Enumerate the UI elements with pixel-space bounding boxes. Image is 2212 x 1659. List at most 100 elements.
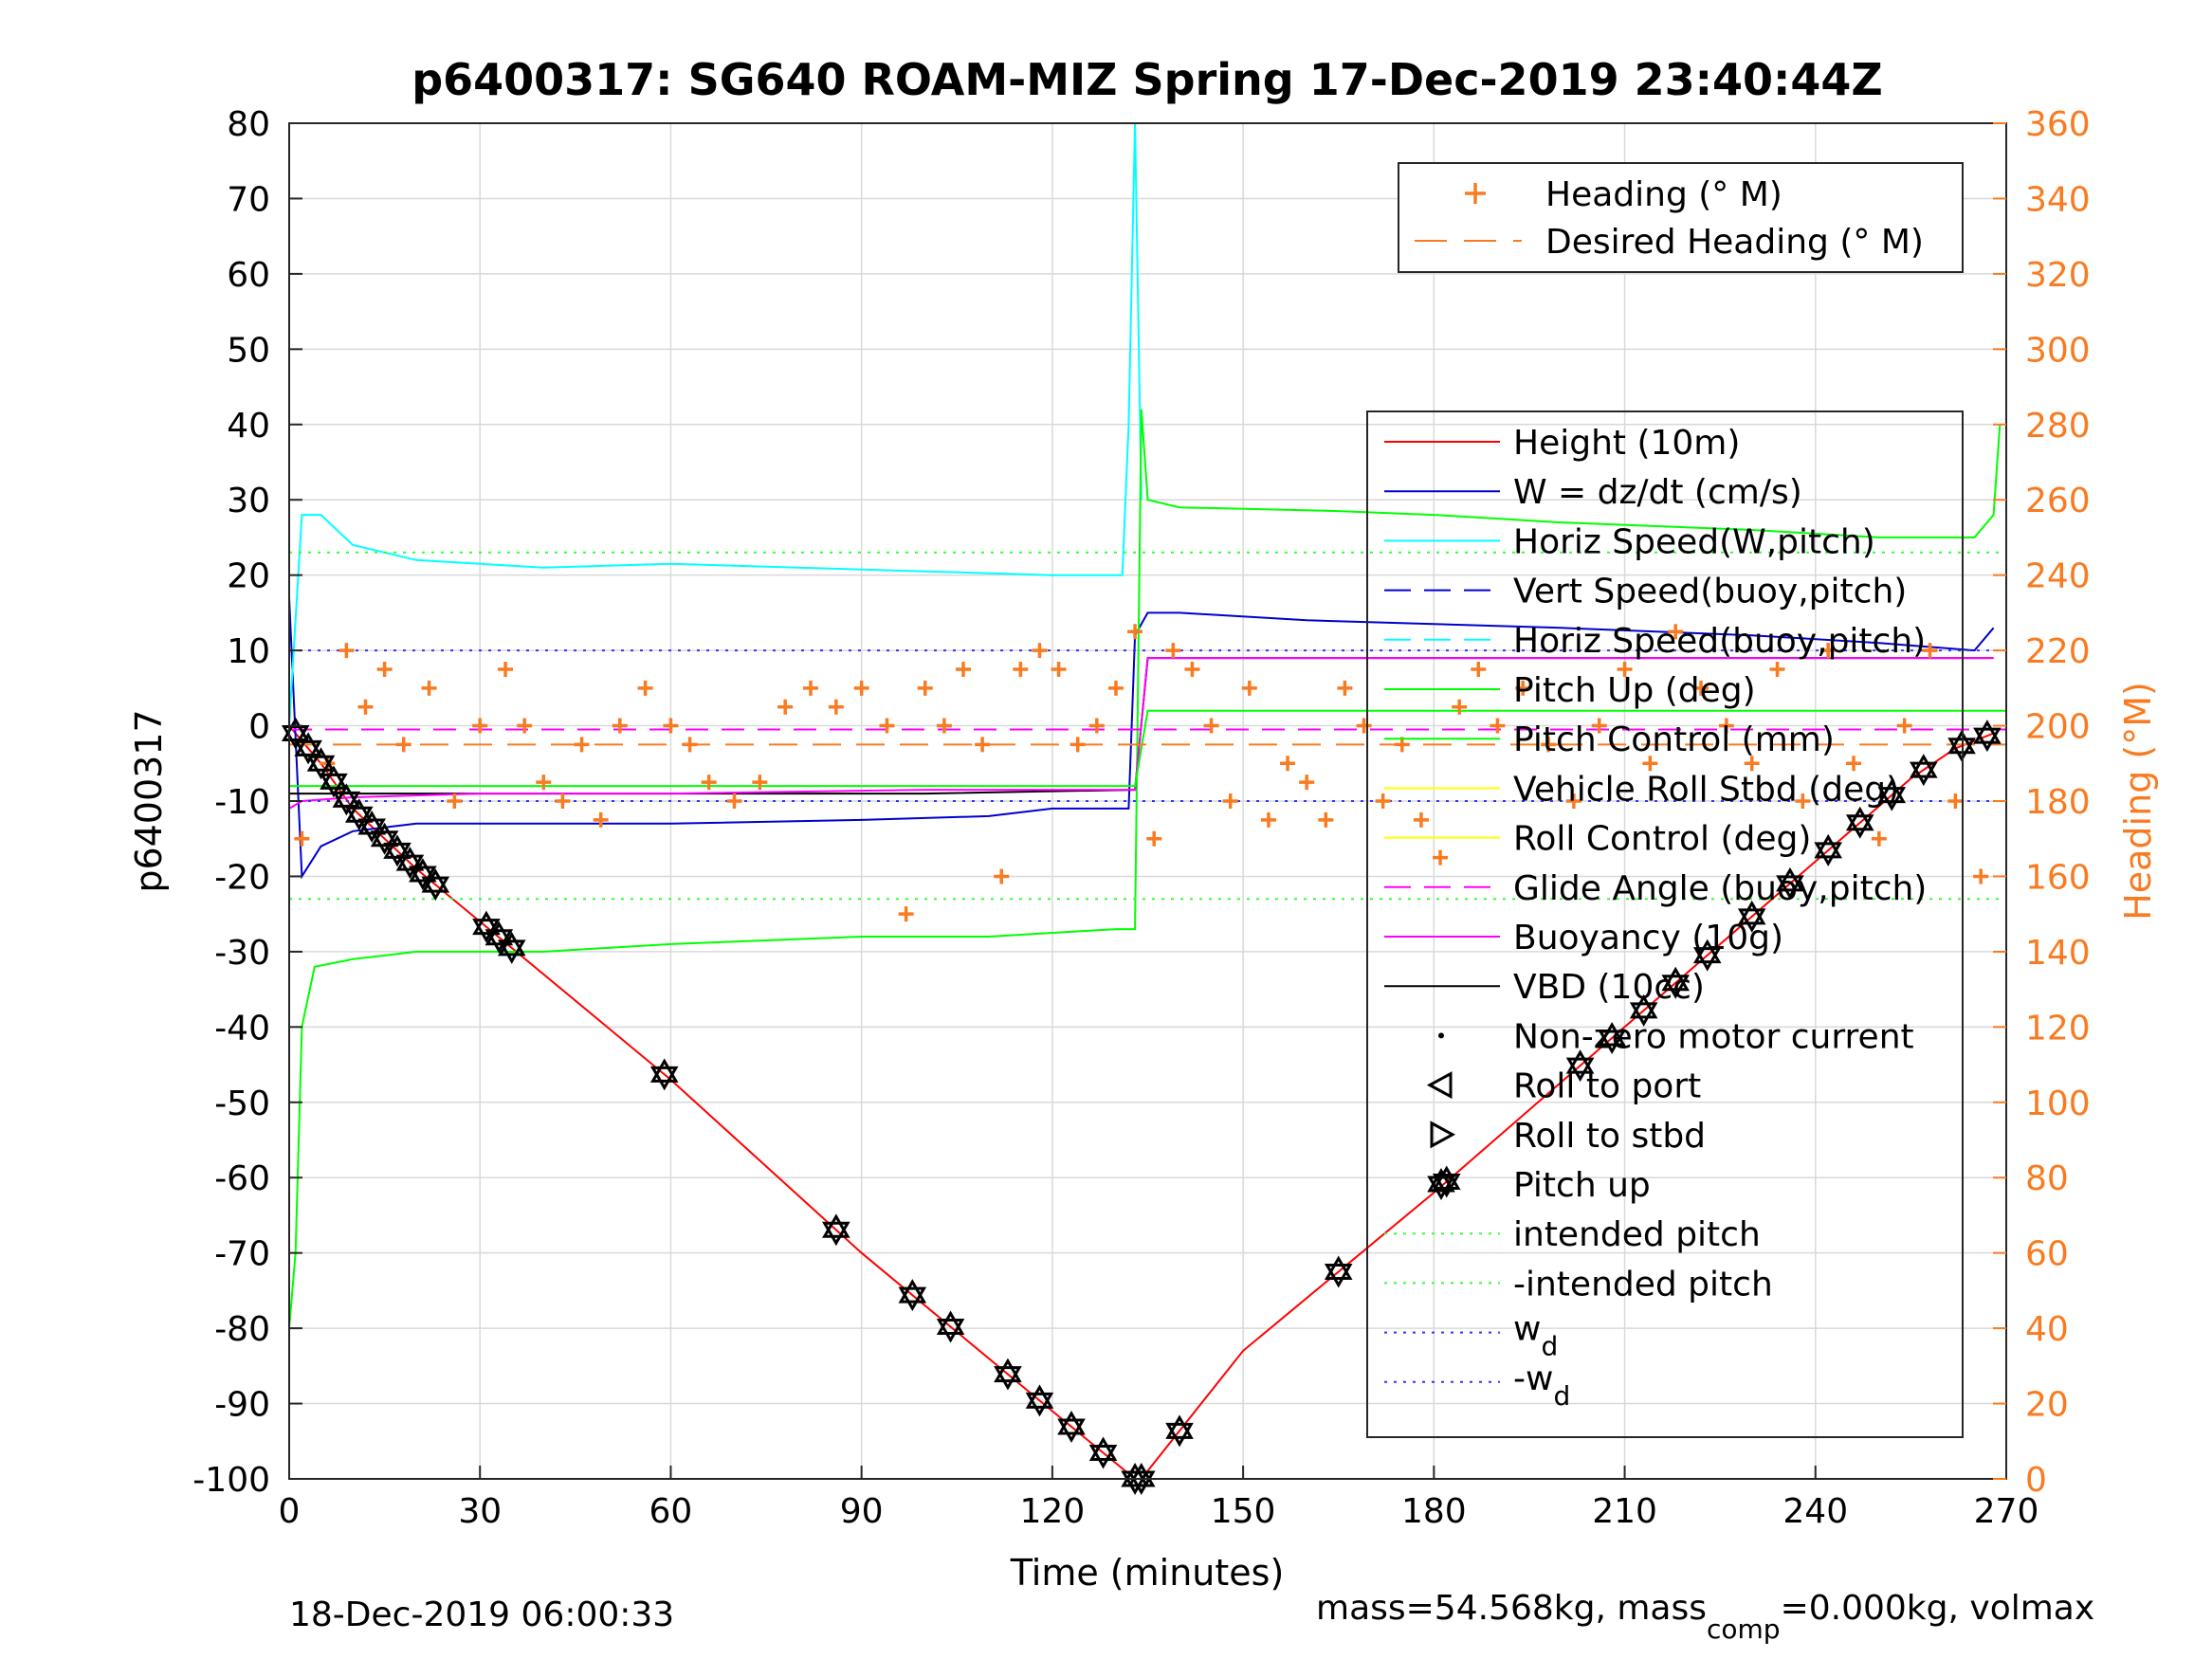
y-axis-left: 80 70 60 50 40 30 20 10 0 -10 -20 -30 -40 -50 -60 -70 -8… [192, 105, 302, 1500]
pitch-up-marker [822, 1213, 850, 1247]
heading-point [1795, 793, 1811, 809]
legend-label-roll-to-port: Roll to port [1513, 1067, 1701, 1106]
pitch-up-marker [1127, 1463, 1156, 1495]
heading-point [1013, 661, 1029, 677]
heading-point [612, 718, 628, 734]
heading-point [803, 680, 819, 696]
heading-point [1356, 718, 1372, 734]
y2-tick-label: 140 [2025, 934, 2091, 973]
legend-label-roll-control-deg: Roll Control (deg) [1513, 820, 1811, 859]
y2-tick-label: 280 [2025, 407, 2091, 446]
heading-layer [294, 624, 1989, 922]
heading-point [472, 718, 488, 734]
y-tick-label: 50 [227, 331, 270, 370]
y2-tick-label: 340 [2025, 180, 2091, 219]
heading-point [1693, 680, 1709, 696]
heading-point [517, 718, 533, 734]
footer-mass: mass=54.568kg, masscomp=0.000kg, volmax [1316, 1589, 2094, 1645]
main-legend-box [1366, 410, 1964, 1438]
legend-label-intended-pitch: -intended pitch [1513, 1265, 1773, 1304]
heading-point [1203, 718, 1219, 734]
pitch-up-marker [306, 747, 336, 780]
heading-point [1591, 718, 1607, 734]
pitch-up-marker [1973, 720, 2002, 753]
y2-tick-label: 20 [2025, 1386, 2069, 1425]
heading-point [1184, 661, 1200, 677]
heading-point [1127, 624, 1143, 640]
y-tick-label: 30 [227, 482, 270, 520]
heading-point [1846, 756, 1862, 772]
y-tick-label: 60 [227, 256, 270, 295]
heading-point [1718, 718, 1734, 734]
legend-label-vbd-10cc: VBD (10cc) [1513, 968, 1705, 1007]
y-tick-label: -30 [214, 934, 270, 973]
pitch-up-marker [1025, 1384, 1054, 1417]
y-tick-label: -20 [214, 858, 270, 897]
x-tick-label: 30 [458, 1492, 502, 1531]
heading-point [1515, 680, 1531, 696]
heading-point [1433, 849, 1449, 866]
heading-point [1769, 661, 1785, 677]
x-tick-label: 270 [1974, 1492, 2039, 1531]
heading-point [1744, 756, 1760, 772]
heading-point [1668, 624, 1684, 640]
heading-point [1541, 737, 1557, 753]
y-tick-label: -10 [214, 783, 270, 822]
y2-axis-label: Heading (°M) [2117, 682, 2159, 921]
heading-point [1375, 793, 1391, 809]
legend-label-wd: -wd [1513, 1359, 1570, 1412]
series-horiz-speed-w-pitch [288, 122, 1143, 726]
pitch-up-marker [1910, 754, 1938, 787]
heading-point [1947, 793, 1964, 809]
legend-label-roll-to-stbd: Roll to stbd [1513, 1117, 1706, 1156]
legend-label-height-10m: Height (10m) [1513, 424, 1740, 463]
heading-point [879, 718, 895, 734]
heading-point [1565, 793, 1581, 809]
y-tick-label: 0 [248, 708, 270, 747]
heading-point [1490, 718, 1506, 734]
pitch-up-marker [1629, 994, 1658, 1027]
legend-heading-label: Heading (° M) [1545, 175, 1782, 214]
legend-label-intended-pitch: intended pitch [1513, 1215, 1761, 1254]
pitch-up-marker [370, 822, 399, 855]
heading-point [357, 699, 374, 715]
pitch-up-marker [1088, 1436, 1118, 1469]
pitch-up-marker [1598, 1022, 1626, 1054]
heading-point [752, 775, 768, 791]
y-axis-right: 3603403203002802602402202001801601401201… [1993, 105, 2091, 1500]
x-tick-label: 180 [1401, 1492, 1467, 1531]
pitch-up-marker [1845, 806, 1874, 839]
y-tick-label: -90 [214, 1386, 270, 1425]
heading-point [1973, 868, 1989, 884]
heading-point [1896, 718, 1912, 734]
y2-tick-label: 160 [2025, 858, 2091, 897]
series-pitch-up-deg [288, 409, 2002, 1329]
y2-tick-label: 60 [2025, 1235, 2069, 1274]
series-pitch-control-mm [289, 709, 2006, 788]
chart-title: p6400317: SG640 ROAM-MIZ Spring 17-Dec-2… [411, 54, 1883, 105]
footer-timestamp: 18-Dec-2019 06:00:33 [289, 1595, 674, 1634]
legend-label-vert-speed-buoy-pitch: Vert Speed(buoy,pitch) [1513, 573, 1907, 611]
heading-point [1471, 661, 1487, 677]
y2-tick-label: 300 [2025, 331, 2091, 370]
pitch-up-marker [1165, 1414, 1194, 1448]
pitch-up-marker [421, 868, 450, 902]
heading-point [536, 775, 552, 791]
y2-tick-label: 180 [2025, 783, 2091, 822]
heading-point [1617, 661, 1633, 677]
x-tick-label: 60 [649, 1492, 693, 1531]
x-tick-label: 210 [1592, 1492, 1657, 1531]
heading-point [338, 643, 355, 659]
pitch-up-marker [1737, 900, 1766, 933]
y-tick-label: 20 [227, 557, 270, 596]
y-tick-label: -70 [214, 1235, 270, 1274]
heading-point [917, 680, 933, 696]
pitch-up-marker [294, 732, 322, 765]
heading-point [726, 793, 742, 809]
pitch-up-marker [1692, 939, 1722, 972]
heading-point [1165, 643, 1181, 659]
y2-tick-label: 200 [2025, 708, 2091, 747]
heading-point [555, 793, 571, 809]
pitch-up-marker [649, 1058, 679, 1091]
x-tick-label: 240 [1782, 1492, 1848, 1531]
